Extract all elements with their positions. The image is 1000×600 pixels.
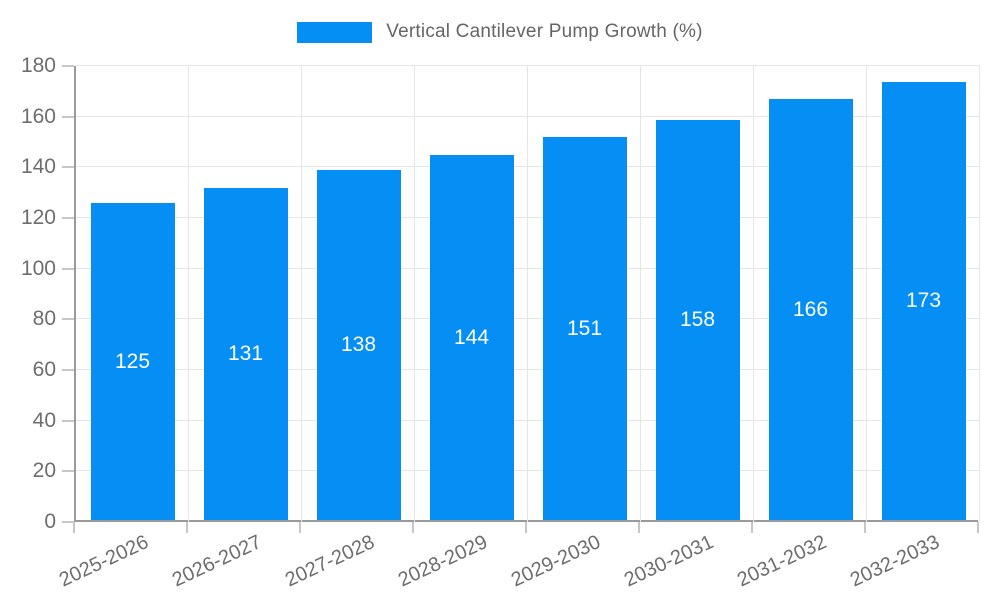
chart-legend[interactable]: Vertical Cantilever Pump Growth (%)	[0, 18, 1000, 46]
x-gridline	[527, 66, 528, 522]
x-gridline	[866, 66, 867, 522]
y-gridline	[76, 267, 980, 269]
y-tick-label: 20	[32, 459, 56, 483]
x-tick-label: 2031-2032	[733, 531, 830, 592]
bar-value-label: 166	[792, 297, 829, 321]
y-tick-mark	[62, 369, 74, 371]
y-tick-label: 180	[20, 54, 56, 77]
y-tick-mark	[62, 470, 74, 473]
bar-value-label: 144	[453, 325, 490, 349]
bar-value-label: 131	[227, 342, 264, 366]
x-gridline	[301, 66, 302, 522]
y-tick-label: 60	[32, 358, 56, 381]
x-tick-mark	[299, 522, 301, 533]
x-gridline	[753, 66, 754, 522]
x-tick-mark	[977, 522, 979, 533]
x-tick-label: 2026-2027	[168, 531, 265, 592]
x-tick-mark	[525, 522, 527, 533]
y-gridline	[76, 65, 980, 66]
x-tick-mark	[638, 522, 640, 533]
legend-swatch-icon	[297, 21, 373, 43]
bar-value-label: 138	[340, 333, 377, 357]
bar-2025-2026[interactable]: 125	[90, 203, 175, 520]
bar-2028-2029[interactable]: 144	[429, 155, 514, 520]
y-tick-label: 0	[44, 510, 56, 533]
bar-2032-2033[interactable]: 173	[881, 81, 966, 520]
x-gridline	[979, 66, 980, 522]
y-tick-label: 80	[32, 307, 56, 331]
x-gridline	[414, 66, 415, 522]
y-gridline	[76, 470, 980, 472]
y-tick-label: 40	[32, 408, 56, 432]
bar-value-label: 158	[679, 307, 716, 331]
y-tick-mark	[62, 419, 74, 422]
y-tick-mark	[62, 65, 74, 67]
legend-label: Vertical Cantilever Pump Growth (%)	[386, 21, 703, 42]
x-tick-mark	[186, 522, 188, 533]
x-tick-label: 2029-2030	[507, 531, 604, 592]
bar-2026-2027[interactable]: 131	[203, 188, 288, 520]
x-tick-mark	[73, 522, 75, 533]
x-tick-label: 2032-2033	[846, 531, 943, 592]
plot-area: 125 131 138 144 151 158 166 173	[74, 65, 980, 522]
bar-2030-2031[interactable]: 158	[655, 119, 740, 520]
y-tick-mark	[62, 267, 74, 270]
y-gridline	[76, 369, 980, 370]
y-tick-mark	[62, 217, 74, 219]
bar-value-label: 125	[114, 349, 151, 373]
bar-2029-2030[interactable]: 151	[542, 137, 627, 520]
bar-2031-2032[interactable]: 166	[768, 99, 853, 520]
bar-value-label: 151	[566, 316, 603, 340]
y-tick-label: 100	[20, 256, 56, 280]
x-tick-label: 2025-2026	[55, 531, 152, 592]
x-tick-mark	[751, 522, 753, 533]
y-gridline	[76, 217, 980, 218]
x-tick-label: 2027-2028	[281, 531, 378, 592]
x-tick-mark	[864, 522, 866, 533]
y-tick-mark	[62, 166, 74, 169]
x-tick-label: 2028-2029	[394, 531, 491, 592]
x-tick-label: 2030-2031	[620, 531, 717, 592]
y-tick-label: 120	[20, 206, 56, 229]
y-tick-mark	[62, 115, 74, 118]
y-tick-label: 140	[20, 155, 56, 179]
y-gridline	[76, 419, 980, 421]
x-gridline	[640, 66, 641, 522]
bar-2027-2028[interactable]: 138	[316, 170, 401, 520]
bar-value-label: 173	[905, 288, 942, 312]
x-tick-mark	[412, 522, 414, 533]
y-tick-mark	[62, 318, 74, 321]
y-tick-mark	[62, 521, 74, 523]
y-tick-label: 160	[20, 104, 56, 128]
x-gridline	[188, 66, 189, 522]
y-gridline	[76, 115, 980, 117]
y-gridline	[76, 166, 980, 168]
y-gridline	[76, 318, 980, 320]
y-axis-labels: 0 20 40 60 80 100 120 140 160 180	[0, 55, 56, 533]
